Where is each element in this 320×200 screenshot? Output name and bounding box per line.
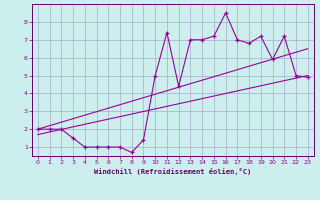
X-axis label: Windchill (Refroidissement éolien,°C): Windchill (Refroidissement éolien,°C) — [94, 168, 252, 175]
